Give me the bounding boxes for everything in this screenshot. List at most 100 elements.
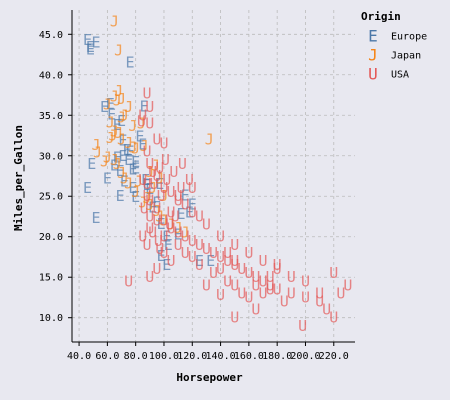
point-usa: U — [301, 272, 310, 290]
x-axis-title: Horsepower — [176, 371, 243, 384]
point-japan: J — [110, 122, 119, 140]
point-usa: U — [230, 309, 239, 327]
point-usa: U — [174, 187, 183, 205]
x-tick-label: 40.0 — [67, 351, 91, 362]
point-usa: U — [216, 286, 225, 304]
point-europe: E — [142, 176, 151, 194]
point-europe: E — [128, 161, 137, 179]
point-usa: U — [266, 280, 275, 298]
point-europe: E — [86, 38, 95, 56]
point-japan: J — [103, 96, 112, 114]
point-usa: U — [155, 159, 164, 177]
point-europe: E — [92, 209, 101, 227]
point-japan: J — [124, 174, 133, 192]
point-japan: J — [117, 164, 126, 182]
point-usa: U — [145, 114, 154, 132]
point-usa: U — [251, 301, 260, 319]
point-usa: U — [329, 264, 338, 282]
point-japan: J — [103, 148, 112, 166]
point-japan: J — [106, 114, 115, 132]
x-tick-label: 140.0 — [206, 351, 236, 362]
point-usa: U — [251, 268, 260, 286]
point-usa: U — [185, 171, 194, 189]
point-usa: U — [329, 309, 338, 327]
point-usa: U — [298, 317, 307, 335]
point-japan: J — [152, 202, 161, 220]
point-japan: J — [167, 216, 176, 234]
point-usa: U — [287, 284, 296, 302]
x-tick-label: 220.0 — [319, 351, 349, 362]
point-usa: U — [167, 220, 176, 238]
point-europe: E — [162, 228, 171, 246]
point-usa: U — [216, 228, 225, 246]
point-usa: U — [230, 256, 239, 274]
point-japan: J — [128, 117, 137, 135]
grid — [72, 10, 355, 342]
point-japan: J — [159, 212, 168, 230]
point-usa: U — [145, 268, 154, 286]
point-usa: U — [259, 252, 268, 270]
point-usa: U — [145, 207, 154, 225]
point-usa: U — [152, 131, 161, 149]
point-usa: U — [138, 106, 147, 124]
point-europe: E — [116, 162, 125, 180]
point-japan: J — [114, 82, 123, 100]
point-japan: J — [114, 41, 123, 59]
point-usa: U — [202, 276, 211, 294]
point-usa: U — [188, 179, 197, 197]
point-europe: E — [174, 225, 183, 243]
point-usa: U — [178, 155, 187, 173]
point-usa: U — [322, 301, 331, 319]
legend-symbol-europe: E — [368, 27, 378, 46]
point-europe: E — [118, 131, 127, 149]
point-usa: U — [152, 260, 161, 278]
point-usa: U — [142, 84, 151, 102]
point-usa: U — [152, 167, 161, 185]
point-europe: E — [83, 179, 92, 197]
point-europe: E — [125, 54, 134, 72]
point-usa: U — [315, 293, 324, 311]
point-usa: U — [171, 207, 180, 225]
point-europe: E — [117, 112, 126, 130]
point-europe: E — [123, 141, 132, 159]
point-japan: J — [106, 129, 115, 147]
point-usa: U — [223, 252, 232, 270]
point-usa: U — [181, 195, 190, 213]
point-usa: U — [230, 276, 239, 294]
point-usa: U — [188, 203, 197, 221]
point-japan: J — [109, 127, 118, 145]
point-japan: J — [113, 92, 122, 110]
point-usa: U — [138, 171, 147, 189]
point-japan: J — [138, 194, 147, 212]
point-japan: J — [117, 109, 126, 127]
point-europe: E — [157, 247, 166, 265]
point-usa: U — [124, 272, 133, 290]
point-japan: J — [140, 137, 149, 155]
point-europe: E — [120, 173, 129, 191]
point-europe: E — [125, 143, 134, 161]
point-usa: U — [145, 220, 154, 238]
point-usa: U — [230, 236, 239, 254]
point-usa: U — [148, 224, 157, 242]
point-usa: U — [145, 155, 154, 173]
point-usa: U — [150, 175, 159, 193]
point-europe: E — [140, 97, 149, 115]
point-europe: E — [131, 153, 140, 171]
point-europe: E — [110, 156, 119, 174]
legend-title: Origin — [361, 10, 401, 23]
point-usa: U — [195, 207, 204, 225]
y-tick-label: 30.0 — [39, 151, 63, 162]
point-usa: U — [137, 113, 146, 131]
point-usa: U — [159, 244, 168, 262]
axes: 40.0 60.0 80.0 100.0120.0140.0160.0180.0200… — [39, 10, 355, 362]
point-usa: U — [162, 171, 171, 189]
point-usa: U — [280, 293, 289, 311]
point-japan: J — [145, 196, 154, 214]
point-japan: J — [110, 88, 119, 106]
point-usa: U — [343, 276, 352, 294]
y-tick-label: 15.0 — [39, 273, 63, 284]
point-europe: E — [86, 41, 95, 59]
point-europe: E — [145, 180, 154, 198]
point-usa: U — [159, 212, 168, 230]
